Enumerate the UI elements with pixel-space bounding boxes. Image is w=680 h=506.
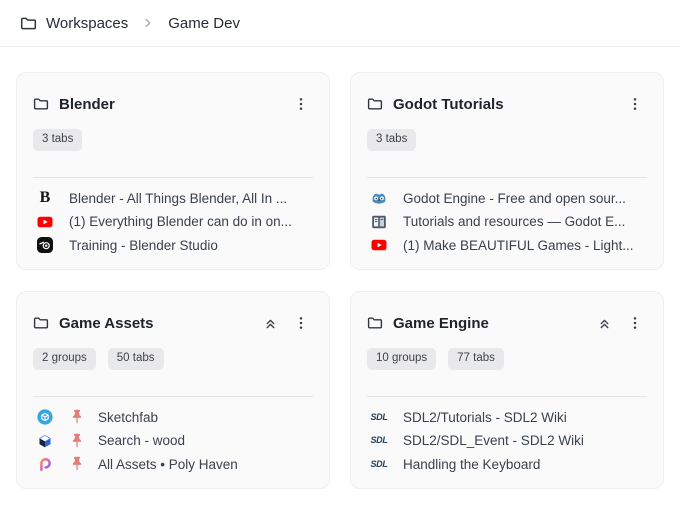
youtube-favicon — [37, 214, 53, 230]
breadcrumb: Workspaces Game Dev — [0, 0, 680, 47]
card-actions — [623, 92, 647, 116]
chevron-right-icon — [141, 16, 155, 30]
cube-favicon — [37, 433, 53, 449]
tab-item[interactable]: All Assets • Poly Haven — [37, 453, 313, 477]
card-badges: 3 tabs — [33, 129, 313, 151]
double-chevron-up-icon — [597, 316, 612, 331]
tabs-count-badge: 77 tabs — [448, 348, 504, 370]
groups-count-badge: 2 groups — [33, 348, 96, 370]
tab-item[interactable]: SDL SDL2/Tutorials - SDL2 Wiki — [370, 409, 567, 425]
sdl-favicon: SDL — [370, 458, 388, 469]
kebab-menu-icon — [293, 96, 309, 112]
card-header: Game Engine — [367, 312, 647, 334]
tab-item[interactable]: Sketchfab — [37, 406, 313, 430]
card-actions — [258, 311, 313, 335]
pin-icon — [71, 433, 83, 449]
tab-item[interactable]: SDL SDL2/SDL_Event - SDL2 Wiki — [370, 433, 584, 449]
blender-studio-favicon — [37, 237, 53, 254]
space-card-blender[interactable]: Blender 3 tabs B Blender - All Things Bl… — [16, 72, 330, 270]
folder-icon — [367, 96, 383, 112]
card-title[interactable]: Game Assets — [59, 314, 154, 332]
card-menu-button[interactable] — [623, 92, 647, 116]
space-card-godot-tutorials[interactable]: Godot Tutorials 3 tabs Godot Engine - Fr… — [350, 72, 664, 270]
card-header: Game Assets — [33, 312, 313, 334]
polyhaven-favicon — [37, 456, 53, 472]
blender-site-favicon: B — [39, 189, 51, 207]
collapse-groups-button[interactable] — [592, 311, 616, 335]
tabs-count-badge: 3 tabs — [367, 129, 417, 151]
space-card-game-engine[interactable]: Game Engine 10 groups 77 tabs — [350, 291, 664, 489]
breadcrumb-current: Game Dev — [168, 14, 240, 32]
folder-icon — [20, 15, 37, 32]
card-actions — [289, 92, 313, 116]
sdl-favicon: SDL — [370, 435, 388, 446]
tab-list: B Blender - All Things Blender, All In .… — [33, 187, 313, 258]
card-divider — [33, 176, 313, 178]
card-menu-button[interactable] — [289, 311, 313, 335]
tab-item[interactable]: (1) Make BEAUTIFUL Games - Light... — [371, 234, 647, 258]
tab-item[interactable]: Training - Blender Studio — [37, 234, 313, 258]
card-title[interactable]: Godot Tutorials — [393, 95, 504, 113]
card-actions — [592, 311, 647, 335]
card-badges: 2 groups 50 tabs — [33, 348, 313, 370]
groups-count-badge: 10 groups — [367, 348, 437, 370]
tab-list: Sketchfab Search - wood All Assets • Pol — [33, 406, 313, 477]
card-badges: 3 tabs — [367, 129, 647, 151]
card-menu-button[interactable] — [289, 92, 313, 116]
workspace-sections-grid: Blender 3 tabs B Blender - All Things Bl… — [0, 47, 680, 489]
space-card-game-assets[interactable]: Game Assets 2 groups 50 tabs — [16, 291, 330, 489]
tabs-count-badge: 3 tabs — [33, 129, 83, 151]
pin-icon — [71, 456, 83, 472]
tab-item[interactable]: B Blender - All Things Blender, All In .… — [37, 187, 313, 211]
card-divider — [33, 395, 313, 397]
folder-icon — [33, 315, 49, 331]
godot-favicon — [371, 190, 387, 206]
godot-docs-favicon — [371, 214, 387, 230]
youtube-favicon — [371, 237, 387, 253]
tab-item[interactable]: (1) Everything Blender can do in on... — [37, 210, 313, 234]
tab-list: Godot Engine - Free and open sour... Tut… — [367, 187, 647, 258]
kebab-menu-icon — [627, 96, 643, 112]
tab-item[interactable]: SDL Handling the Keyboard — [370, 456, 541, 472]
sdl-favicon: SDL — [370, 411, 388, 422]
kebab-menu-icon — [627, 315, 643, 331]
pin-icon — [71, 409, 83, 425]
card-title[interactable]: Game Engine — [393, 314, 489, 332]
card-header: Godot Tutorials — [367, 93, 647, 115]
double-chevron-up-icon — [263, 316, 278, 331]
card-header: Blender — [33, 93, 313, 115]
folder-icon — [33, 96, 49, 112]
tab-item[interactable]: Godot Engine - Free and open sour... — [371, 187, 647, 211]
collapse-groups-button[interactable] — [258, 311, 282, 335]
tab-item[interactable]: Search - wood — [37, 429, 313, 453]
card-title[interactable]: Blender — [59, 95, 115, 113]
tab-item[interactable]: Tutorials and resources — Godot E... — [371, 210, 647, 234]
card-menu-button[interactable] — [623, 311, 647, 335]
tab-list: SDL SDL2/Tutorials - SDL2 Wiki SDL SDL2/… — [367, 406, 647, 477]
breadcrumb-workspaces[interactable]: Workspaces — [46, 14, 129, 32]
folder-icon — [367, 315, 383, 331]
kebab-menu-icon — [293, 315, 309, 331]
card-badges: 10 groups 77 tabs — [367, 348, 647, 370]
sketchfab-favicon — [37, 409, 53, 425]
card-divider — [367, 176, 647, 178]
tabs-count-badge: 50 tabs — [107, 348, 164, 370]
card-divider — [367, 395, 647, 397]
